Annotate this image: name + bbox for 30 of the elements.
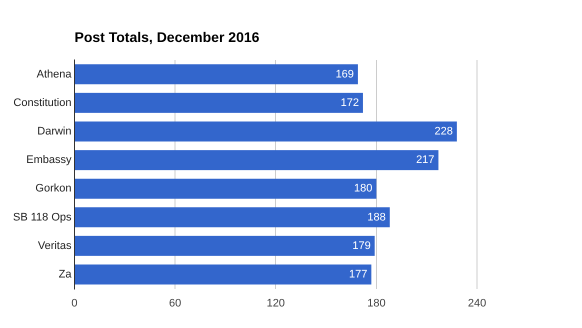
y-tick-label: Veritas [38, 240, 72, 252]
data-label: 217 [416, 154, 434, 166]
data-label: 179 [352, 240, 371, 252]
x-tick-label: 120 [266, 297, 285, 310]
data-label: 228 [434, 126, 453, 138]
x-tick-label: 0 [71, 297, 78, 310]
y-tick-label: Embassy [26, 154, 72, 166]
x-tick-label: 180 [367, 297, 386, 310]
y-tick-label: Athena [36, 68, 72, 80]
chart-title: Post Totals, December 2016 [74, 28, 260, 45]
bar [74, 236, 375, 256]
data-label: 177 [348, 268, 368, 281]
bar [74, 121, 457, 142]
x-tick-label: 60 [168, 297, 182, 310]
data-label: 180 [354, 182, 372, 195]
bar [74, 178, 376, 199]
bar [74, 207, 390, 228]
data-label: 172 [340, 96, 359, 109]
bar [74, 92, 363, 113]
y-tick-label: Gorkon [35, 182, 72, 195]
data-label: 169 [336, 68, 354, 80]
y-tick-label: Za [58, 268, 72, 281]
y-tick-label: Constitution [13, 96, 72, 109]
y-tick-label: SB 118 Ops [12, 211, 72, 224]
x-tick-label: 240 [468, 297, 486, 310]
y-tick-label: Darwin [37, 126, 72, 138]
bar [74, 150, 438, 170]
data-label: 188 [367, 211, 386, 224]
bar [74, 264, 372, 285]
bar [74, 64, 358, 84]
